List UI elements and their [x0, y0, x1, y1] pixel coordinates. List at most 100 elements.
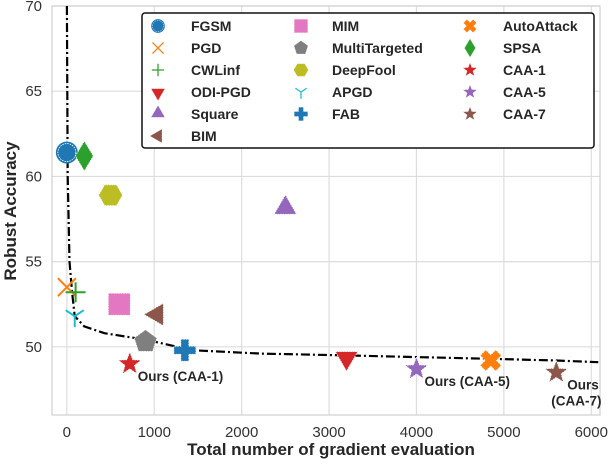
legend-marker-square	[150, 104, 166, 118]
plot-frame	[51, 5, 601, 416]
annotation-label: Ours (CAA-7)	[551, 377, 601, 408]
marker-caa-5	[403, 355, 430, 380]
data-points	[55, 140, 569, 384]
marker-fab	[173, 338, 197, 362]
legend-item-autoattack: AutoAttack	[463, 18, 578, 34]
legend: FGSM PGD CWLinf ODI-PGD Square BIM MIM MultiTar…	[141, 12, 595, 149]
point-caa-1	[117, 350, 143, 375]
point-square	[273, 193, 298, 215]
legend-marker-autoattack	[463, 19, 477, 33]
legend-item-multitargeted: MultiTargeted	[293, 40, 423, 56]
y-tick-label: 65	[25, 83, 42, 100]
x-tick-label: 3000	[312, 424, 345, 441]
legend-item-spsa: SPSA	[464, 38, 541, 58]
legend-label: MultiTargeted	[332, 40, 423, 56]
legend-item-deepfool: DeepFool	[293, 62, 396, 78]
marker-odi-pgd	[334, 351, 359, 372]
legend-marker-caa-1	[462, 61, 478, 77]
marker-mim	[107, 292, 131, 316]
y-tick-label: 70	[25, 0, 42, 15]
legend-item-caa-7: CAA-7	[462, 105, 546, 122]
legend-marker-deepfool	[293, 63, 309, 77]
legend-label: APGD	[332, 84, 372, 100]
legend-marker-fab	[293, 106, 309, 122]
point-mim	[107, 292, 131, 316]
annotation-line: Ours	[567, 377, 599, 392]
point-autoattack	[479, 349, 502, 372]
legend-item-caa-1: CAA-1	[462, 61, 546, 78]
legend-label: ODI-PGD	[191, 84, 251, 100]
legend-marker-fgsm	[151, 19, 165, 33]
legend-label: Square	[191, 106, 239, 122]
legend-label: CAA-7	[503, 106, 546, 122]
x-tick-label: 6000	[575, 424, 608, 441]
y-tick-label: 55	[25, 254, 42, 271]
marker-caa-7	[543, 359, 569, 384]
point-bim	[143, 302, 164, 327]
x-tick-label: 5000	[487, 424, 520, 441]
marker-autoattack	[479, 349, 502, 372]
legend-item-fgsm: FGSM	[151, 18, 231, 34]
legend-marker-apgd	[295, 87, 307, 99]
legend-item-bim: BIM	[149, 128, 217, 144]
legend-marker-mim	[293, 18, 309, 34]
legend-label: CWLinf	[191, 62, 240, 78]
point-caa-5	[403, 355, 430, 380]
marker-deepfool	[98, 184, 124, 207]
legend-label: SPSA	[503, 40, 541, 56]
x-axis-ticks: 0 1000 2000 3000 4000 5000 6000	[63, 424, 608, 441]
x-tick-label: 4000	[400, 424, 433, 441]
y-tick-label: 60	[25, 168, 42, 185]
x-tick-label: 1000	[138, 424, 171, 441]
legend-label: PGD	[191, 40, 221, 56]
legend-box	[141, 12, 595, 149]
y-axis-label: Robust Accuracy	[1, 141, 20, 281]
y-axis-ticks: 50 55 60 65 70	[25, 0, 42, 356]
point-cwlinf	[65, 282, 86, 303]
x-tick-label: 0	[63, 424, 71, 441]
marker-spsa	[74, 140, 94, 172]
legend-item-odi-pgd: ODI-PGD	[150, 84, 251, 102]
y-tick-label: 50	[25, 339, 42, 356]
legend-marker-caa-5	[462, 83, 478, 99]
legend-item-apgd: APGD	[295, 84, 372, 100]
point-caa-7	[543, 359, 569, 384]
point-odi-pgd	[334, 351, 359, 372]
legend-item-cwlinf: CWLinf	[151, 62, 240, 78]
marker-apgd	[65, 309, 85, 328]
legend-label: FAB	[332, 106, 360, 122]
point-apgd	[65, 309, 85, 328]
legend-marker-caa-7	[462, 105, 478, 121]
marker-multitargeted	[133, 329, 158, 352]
point-spsa	[74, 140, 94, 172]
point-fab	[173, 338, 197, 362]
legend-marker-multitargeted	[293, 40, 309, 55]
legend-item-pgd: PGD	[151, 40, 221, 56]
marker-caa-1	[117, 350, 143, 375]
frontier-line	[65, 5, 599, 364]
x-tick-label: 2000	[225, 424, 258, 441]
legend-marker-pgd	[151, 41, 165, 55]
legend-label: AutoAttack	[503, 18, 578, 34]
legend-label: BIM	[191, 128, 217, 144]
marker-cwlinf	[65, 282, 86, 303]
legend-marker-spsa	[464, 38, 476, 58]
marker-bim	[143, 302, 164, 327]
annotation-label: Ours (CAA-5)	[424, 374, 510, 389]
marker-square	[273, 193, 298, 215]
marker-fgsm-edge	[57, 143, 77, 162]
legend-label: CAA-1	[503, 62, 546, 78]
point-multitargeted	[133, 329, 158, 352]
marker-fgsm	[55, 141, 78, 164]
legend-marker-bim	[149, 128, 163, 144]
legend-item-fab: FAB	[293, 106, 360, 122]
legend-marker-odi-pgd	[150, 88, 166, 102]
legend-item-mim: MIM	[293, 18, 359, 34]
legend-label: FGSM	[191, 18, 231, 34]
legend-marker-fgsm-edge	[152, 20, 164, 32]
legend-item-square: Square	[150, 104, 239, 122]
legend-item-caa-5: CAA-5	[462, 83, 546, 100]
legend-marker-cwlinf	[151, 63, 165, 77]
point-fgsm	[55, 141, 78, 164]
